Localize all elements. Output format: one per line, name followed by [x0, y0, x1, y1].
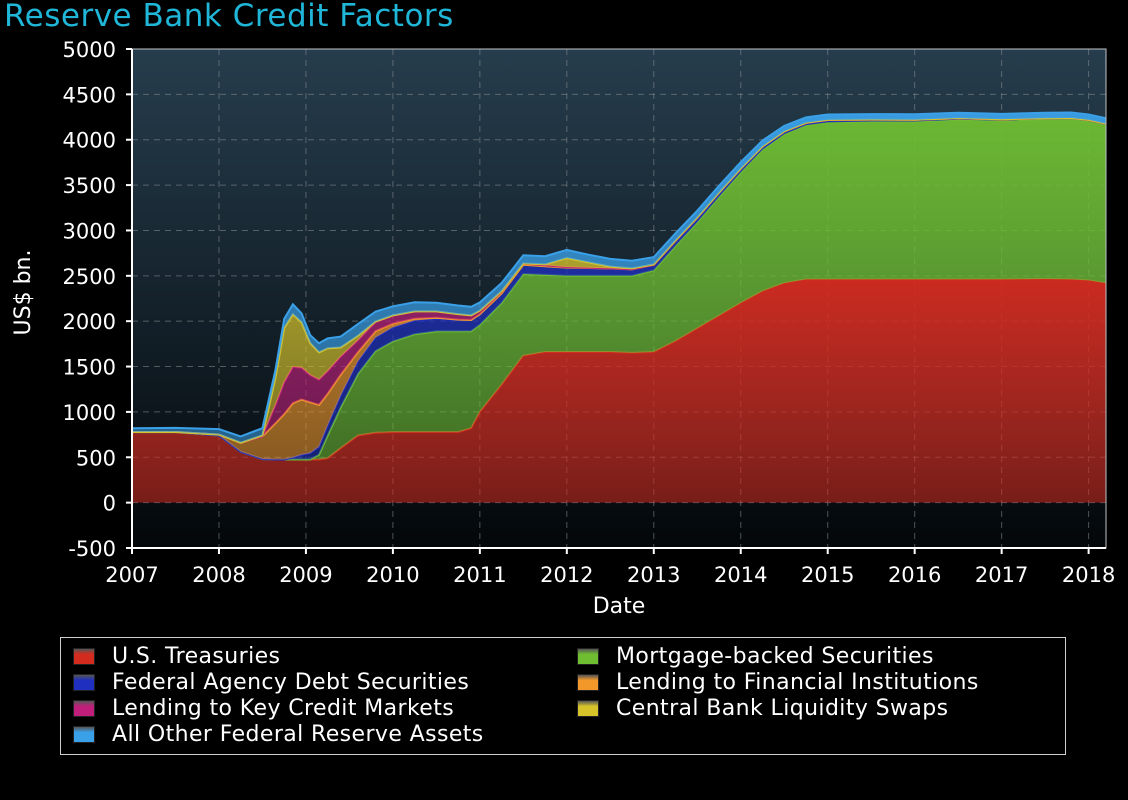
legend-swatch: [577, 700, 599, 717]
legend-swatch: [73, 726, 95, 743]
legend-item: Lending to Financial Institutions: [577, 670, 979, 695]
chart-title: Reserve Bank Credit Factors: [4, 0, 454, 34]
legend-swatch: [73, 674, 95, 691]
x-tick-label: 2017: [975, 563, 1028, 587]
legend-label: U.S. Treasuries: [112, 644, 281, 669]
legend-item: All Other Federal Reserve Assets: [73, 722, 484, 747]
y-axis-label: US$ bn.: [11, 250, 36, 336]
x-tick-label: 2013: [627, 563, 680, 587]
y-tick-label: 1000: [63, 401, 116, 425]
y-tick-label: -500: [68, 537, 116, 561]
y-tick-label: 4500: [63, 83, 116, 107]
area-series: [131, 111, 1107, 503]
x-tick-label: 2015: [801, 563, 854, 587]
legend: U.S. Treasuries Mortgage-backed Securitie…: [60, 637, 1066, 755]
x-tick-label: 2011: [453, 563, 506, 587]
y-tick-label: 3000: [63, 219, 116, 243]
x-tick-label: 2012: [540, 563, 593, 587]
legend-label: Federal Agency Debt Securities: [112, 670, 470, 695]
x-tick-label: 2018: [1062, 563, 1115, 587]
y-tick-label: 3500: [63, 174, 116, 198]
legend-swatch: [577, 648, 599, 665]
legend-label: Central Bank Liquidity Swaps: [616, 696, 949, 721]
legend-item: Mortgage-backed Securities: [577, 644, 934, 669]
y-tick-label: 2500: [63, 265, 116, 289]
y-tick-label: 4000: [63, 129, 116, 153]
x-tick-label: 2007: [105, 563, 158, 587]
y-tick-label: 500: [76, 446, 116, 470]
legend-item: Central Bank Liquidity Swaps: [577, 696, 949, 721]
legend-item: Federal Agency Debt Securities: [73, 670, 469, 695]
x-tick-label: 2016: [888, 563, 941, 587]
x-tick-label: 2014: [714, 563, 767, 587]
area-edge-all-other-federal-reserve-assets: [131, 111, 1107, 438]
x-tick-label: 2008: [192, 563, 245, 587]
legend-label: Lending to Financial Institutions: [616, 670, 979, 695]
y-tick-label: 1500: [63, 356, 116, 380]
area-u-s-treasuries: [132, 279, 1106, 503]
legend-label: All Other Federal Reserve Assets: [112, 722, 484, 747]
y-tick-label: 0: [103, 492, 116, 516]
legend-item: Lending to Key Credit Markets: [73, 696, 454, 721]
area-mortgage-backed-securities: [132, 118, 1106, 460]
y-tick-label: 2000: [63, 310, 116, 334]
legend-swatch: [73, 648, 95, 665]
x-tick-label: 2009: [279, 563, 332, 587]
x-axis-label: Date: [593, 594, 646, 619]
legend-swatch: [73, 700, 95, 717]
y-tick-label: 5000: [63, 38, 116, 62]
legend-label: Lending to Key Credit Markets: [112, 696, 455, 721]
legend-swatch: [577, 674, 599, 691]
legend-item: U.S. Treasuries: [73, 644, 280, 669]
axes: -500 0 500 1000 1500 2000 2500 3000 3500 4000 4500…: [63, 38, 1116, 587]
legend-label: Mortgage-backed Securities: [616, 644, 934, 669]
x-tick-label: 2010: [366, 563, 419, 587]
